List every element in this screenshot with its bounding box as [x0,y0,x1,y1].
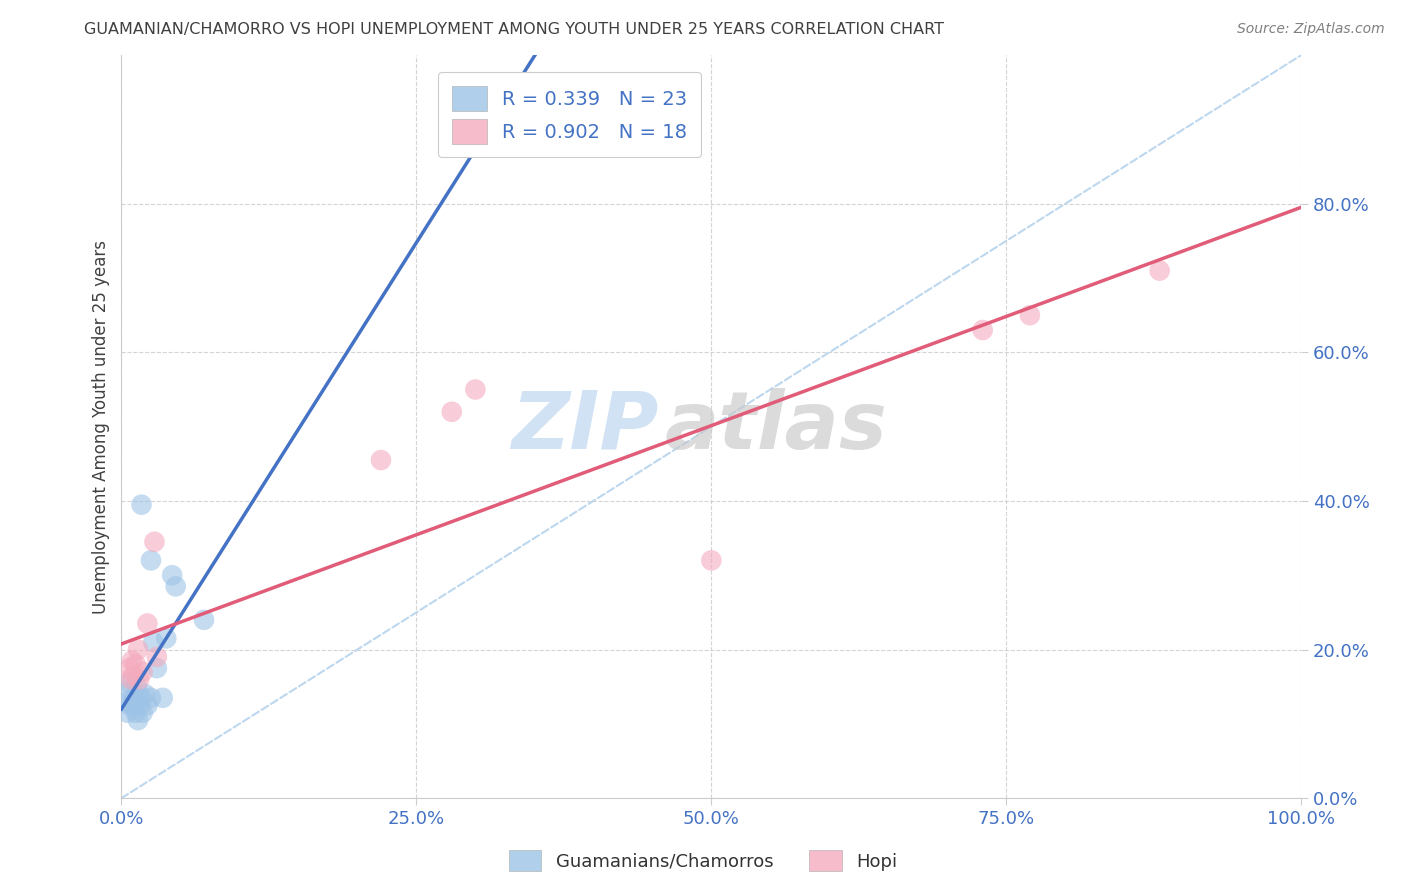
Point [122,668,145,682]
Point [972,323,994,337]
Point [124,706,146,720]
Point [139,690,162,705]
Point [131,706,153,720]
Point [139,553,162,567]
Point [155,632,177,646]
Point [127,713,149,727]
Point [1018,308,1040,322]
Point [131,498,153,512]
Point [122,698,145,713]
Point [165,579,187,593]
Point [124,657,146,672]
Point [118,661,141,675]
Point [118,698,141,713]
Point [118,676,141,690]
Point [700,553,723,567]
Point [193,613,215,627]
Point [136,698,159,713]
Legend: Guamanians/Chamorros, Hopi: Guamanians/Chamorros, Hopi [502,843,904,879]
Point [136,616,159,631]
Point [125,680,148,694]
Point [121,654,143,668]
Point [131,690,153,705]
Point [370,453,392,467]
Point [127,642,149,657]
Point [440,405,463,419]
Point [143,534,166,549]
Text: Source: ZipAtlas.com: Source: ZipAtlas.com [1237,22,1385,37]
Point [464,383,486,397]
Point [146,661,169,675]
Point [117,694,139,708]
Point [131,665,153,679]
Legend: R = 0.339   N = 23, R = 0.902   N = 18: R = 0.339 N = 23, R = 0.902 N = 18 [439,72,702,157]
Point [160,568,183,582]
Point [146,650,169,665]
Point [152,690,174,705]
Text: ZIP: ZIP [510,388,658,466]
Point [134,687,156,701]
Point [124,690,146,705]
Text: atlas: atlas [664,388,887,466]
Point [129,698,152,713]
Point [142,635,165,649]
Point [128,672,150,686]
Point [1149,263,1171,277]
Y-axis label: Unemployment Among Youth under 25 years: Unemployment Among Youth under 25 years [93,240,110,614]
Text: GUAMANIAN/CHAMORRO VS HOPI UNEMPLOYMENT AMONG YOUTH UNDER 25 YEARS CORRELATION C: GUAMANIAN/CHAMORRO VS HOPI UNEMPLOYMENT … [84,22,945,37]
Point [120,672,142,686]
Point [117,683,139,698]
Point [117,706,139,720]
